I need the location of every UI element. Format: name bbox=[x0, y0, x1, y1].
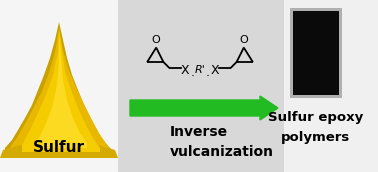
Polygon shape bbox=[22, 28, 100, 152]
Text: R': R' bbox=[195, 65, 205, 75]
Text: X: X bbox=[211, 63, 219, 77]
Text: Sulfur: Sulfur bbox=[33, 141, 85, 155]
Text: vulcanization: vulcanization bbox=[170, 145, 274, 159]
Text: X: X bbox=[181, 63, 189, 77]
Text: Inverse: Inverse bbox=[170, 125, 228, 139]
Polygon shape bbox=[0, 140, 118, 158]
Text: .: . bbox=[206, 66, 209, 78]
Bar bbox=[284, 0, 378, 172]
Text: Sulfur epoxy: Sulfur epoxy bbox=[268, 111, 364, 125]
Text: O: O bbox=[239, 35, 248, 45]
Bar bbox=[290, 8, 342, 98]
Polygon shape bbox=[35, 35, 87, 148]
Polygon shape bbox=[5, 22, 115, 158]
Text: .: . bbox=[191, 66, 195, 78]
Bar bbox=[0, 0, 118, 172]
Bar bbox=[293, 11, 339, 95]
Polygon shape bbox=[10, 30, 112, 155]
FancyArrow shape bbox=[130, 96, 278, 120]
Text: polymers: polymers bbox=[281, 132, 351, 144]
Text: O: O bbox=[152, 35, 161, 45]
